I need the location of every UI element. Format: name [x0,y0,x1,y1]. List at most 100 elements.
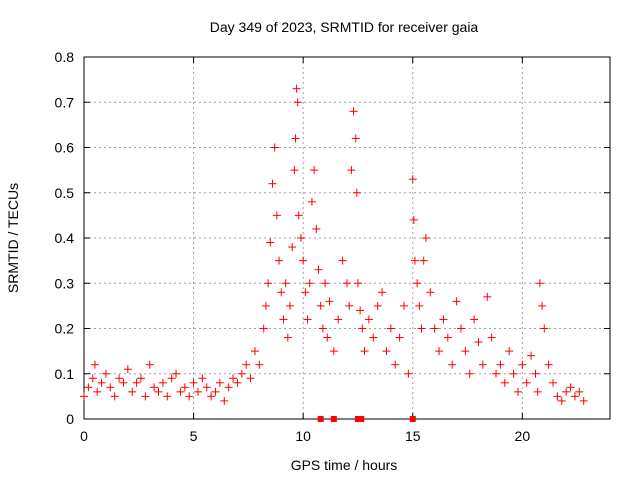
data-point [180,383,189,392]
data-point [293,98,302,107]
data-point [90,360,99,369]
data-point [189,378,198,387]
y-tick-label: 0.7 [55,94,75,110]
data-point [470,315,479,324]
data-point [544,360,553,369]
data-point [279,315,288,324]
x-tick-label: 20 [515,428,531,444]
data-point [409,215,418,224]
data-point [277,288,286,297]
data-point [119,378,128,387]
data-point [443,333,452,342]
data-point [382,347,391,356]
data-point [224,383,233,392]
data-point [452,297,461,306]
data-points [80,84,588,422]
data-point [250,347,259,356]
data-point [158,378,167,387]
data-point [172,369,181,378]
data-point [509,369,518,378]
data-point [448,360,457,369]
data-point [167,374,176,383]
data-point [202,383,211,392]
data-point [266,238,275,247]
data-point [123,365,132,374]
data-point [386,324,395,333]
data-point [358,324,367,333]
zero-marker [317,416,324,422]
data-point [538,301,547,310]
data-point [553,392,562,401]
data-point [430,324,439,333]
data-point [496,360,505,369]
data-point [281,279,290,288]
data-point [408,175,417,184]
data-point [84,383,93,392]
data-point [349,107,358,116]
data-point [527,351,536,360]
data-point [246,374,255,383]
data-point [261,301,270,310]
data-point [268,179,277,188]
data-point [115,374,124,383]
data-point [93,387,102,396]
data-point [399,301,408,310]
y-axis-label: SRMTID / TECUs [5,183,21,293]
data-point [410,256,419,265]
y-tick-label: 0.6 [55,140,75,156]
data-point [531,369,540,378]
zero-marker [330,416,337,422]
data-point [290,166,299,175]
data-point [141,392,150,401]
data-point [575,387,584,396]
data-point [373,301,382,310]
data-point [128,387,137,396]
data-point [314,265,323,274]
data-point [255,360,264,369]
x-axis-label: GPS time / hours [291,457,398,473]
data-point [334,315,343,324]
y-tick-label: 0.4 [55,230,75,246]
data-point [461,347,470,356]
data-point [185,392,194,401]
data-point [264,279,273,288]
data-point [478,360,487,369]
data-point [562,387,571,396]
data-point [198,374,207,383]
data-point [535,279,544,288]
data-point [343,279,351,288]
data-point [132,378,141,387]
data-point [270,143,279,152]
data-point [413,279,422,288]
data-point [154,387,163,396]
zero-marker [354,416,361,422]
y-tick-label: 0.3 [55,275,75,291]
data-point [316,301,325,310]
data-point [500,378,509,387]
data-point [351,134,360,143]
data-point [305,279,314,288]
y-tick-label: 0.5 [55,185,75,201]
data-point [364,315,373,324]
data-point [106,383,115,392]
plot-frame [83,56,611,420]
data-point [419,256,428,265]
data-point [456,324,465,333]
y-tick-label: 0.1 [55,366,75,382]
data-point [540,324,549,333]
data-point [505,347,514,356]
data-point [101,369,110,378]
x-tick-label: 0 [80,428,88,444]
data-point [356,306,365,315]
data-point [435,347,444,356]
y-tick-label: 0.2 [55,321,75,337]
data-point [307,197,316,206]
data-point [283,333,292,342]
data-point [220,396,229,405]
data-point [474,338,483,347]
data-point [557,396,566,405]
y-tick-label: 0 [66,411,74,427]
data-point [465,369,474,378]
y-tick-label: 0.8 [55,49,75,65]
